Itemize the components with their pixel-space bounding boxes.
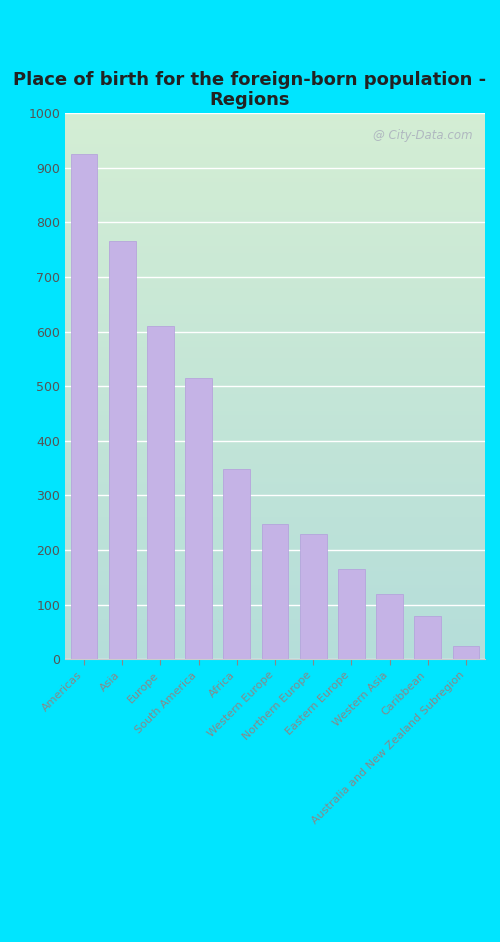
Bar [70,154,98,659]
Bar [338,569,364,659]
Text: Place of birth for the foreign-born population -
Regions: Place of birth for the foreign-born popu… [14,71,486,109]
Bar [300,534,326,659]
Bar [414,616,441,659]
Bar [186,378,212,659]
Bar [109,241,136,659]
Bar [452,646,479,659]
Text: @ City-Data.com: @ City-Data.com [373,129,472,142]
Bar [262,524,288,659]
Bar [147,326,174,659]
Bar [224,469,250,659]
Bar [376,593,403,659]
